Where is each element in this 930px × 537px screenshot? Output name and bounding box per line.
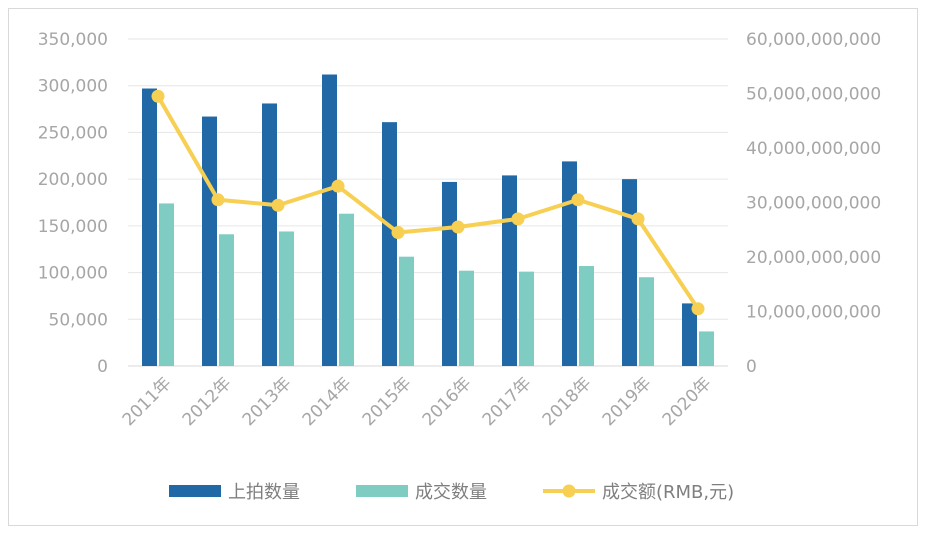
y-left-tick-label: 350,000 (38, 30, 108, 50)
line-point (331, 179, 345, 193)
line-point (391, 225, 405, 239)
y-right-tick-label: 40,000,000,000 (746, 139, 881, 159)
line-point (511, 212, 525, 226)
bar-listed (622, 179, 637, 366)
bar-listed (502, 175, 517, 366)
bar-sold (699, 331, 714, 366)
line-series (156, 95, 700, 310)
x-tick-label: 2019年 (599, 373, 656, 430)
y-left-tick-label: 150,000 (38, 217, 108, 237)
x-tick-label: 2020年 (659, 373, 716, 430)
bar-sold (639, 277, 654, 366)
bar-sold (579, 266, 594, 366)
x-tick-label: 2017年 (479, 373, 536, 430)
y-right-tick-label: 10,000,000,000 (746, 303, 881, 323)
x-tick-label: 2016年 (419, 373, 476, 430)
x-tick-label: 2014年 (299, 373, 356, 430)
line-point (271, 198, 285, 212)
y-right-tick-label: 50,000,000,000 (746, 85, 881, 105)
line-point (571, 193, 585, 207)
y-left-tick-label: 250,000 (38, 123, 108, 143)
bar-listed (682, 303, 697, 366)
legend-label-listed: 上拍数量 (228, 482, 300, 503)
x-tick-label: 2015年 (359, 373, 416, 430)
bar-listed (562, 161, 577, 366)
line-point (151, 89, 165, 103)
bar-sold (159, 203, 174, 366)
y-left-tick-label: 0 (97, 357, 108, 377)
bar-listed (382, 122, 397, 366)
x-tick-label: 2018年 (539, 373, 596, 430)
legend-swatch-sold (356, 485, 408, 497)
x-tick-label: 2011年 (119, 373, 176, 430)
legend-label-sold: 成交数量 (415, 482, 487, 503)
y-left-tick-label: 200,000 (38, 170, 108, 190)
x-tick-label: 2013年 (239, 373, 296, 430)
x-tick-label: 2012年 (179, 373, 236, 430)
y-left-tick-label: 50,000 (49, 310, 108, 330)
line-point (451, 220, 465, 234)
y-left-tick-label: 100,000 (38, 264, 108, 284)
bar-listed (442, 181, 457, 366)
bar-sold (519, 271, 534, 366)
bar-listed (202, 116, 217, 366)
line-point (211, 193, 225, 207)
y-right-tick-label: 0 (746, 357, 757, 377)
legend-label-amount: 成交额(RMB,元) (602, 482, 734, 503)
bar-sold (219, 234, 234, 366)
y-right-tick-label: 60,000,000,000 (746, 30, 881, 50)
y-left-tick-label: 300,000 (38, 77, 108, 97)
legend-swatch-amount-marker (562, 484, 576, 498)
line-point (631, 212, 645, 226)
bar-sold (339, 213, 354, 366)
y-right-tick-label: 20,000,000,000 (746, 248, 881, 268)
y-right-tick-label: 30,000,000,000 (746, 194, 881, 214)
bar-listed (322, 74, 337, 366)
bar-sold (279, 231, 294, 366)
bar-sold (399, 256, 414, 366)
legend-swatch-listed (169, 485, 221, 497)
bar-sold (459, 270, 474, 366)
line-point (691, 302, 705, 316)
bar-listed (262, 103, 277, 367)
bar-listed (142, 88, 157, 366)
